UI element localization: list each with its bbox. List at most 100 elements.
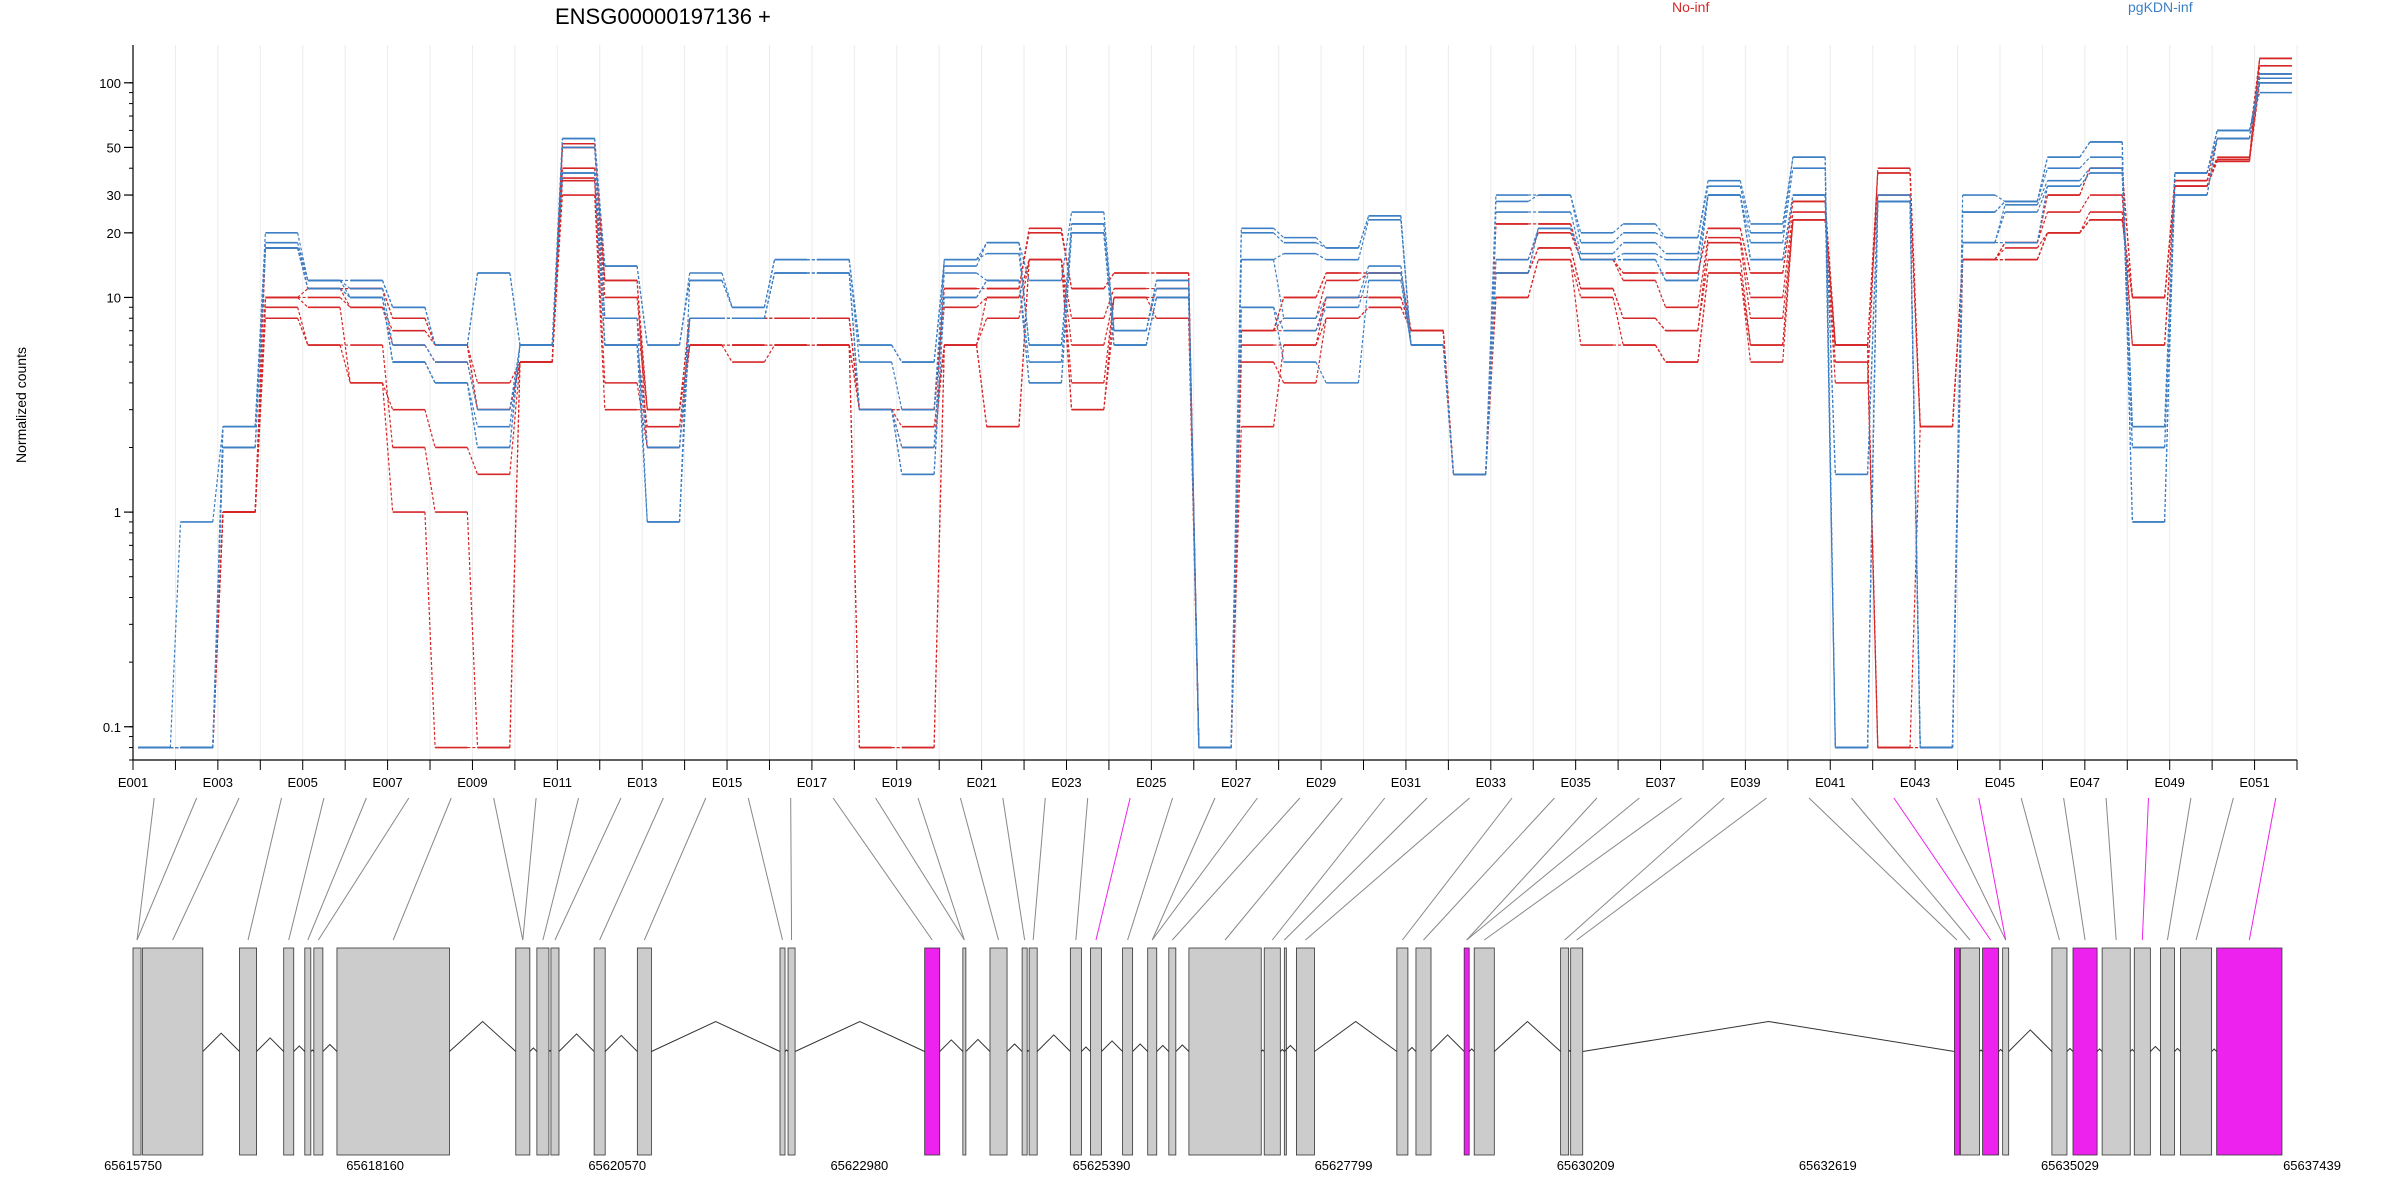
intron-line xyxy=(1582,1020,1955,1052)
series-connector xyxy=(2036,232,2049,249)
series-3 xyxy=(138,73,2292,749)
series-connector xyxy=(169,521,182,748)
exon-connector xyxy=(288,797,325,941)
series-connector xyxy=(933,259,945,410)
exon-connector xyxy=(1151,797,1216,941)
series-connector xyxy=(594,180,606,383)
exon-connector xyxy=(1171,797,1301,941)
series-connector xyxy=(2079,194,2091,213)
exon-block xyxy=(536,947,550,1156)
intron-line xyxy=(2129,1048,2135,1052)
series-connector xyxy=(1400,280,1412,346)
x-tick-label: E041 xyxy=(1815,775,1845,790)
series-connector xyxy=(1103,318,1115,410)
exon-block xyxy=(1570,947,1584,1156)
series-connector xyxy=(1994,194,2006,202)
y-axis-label: Normalized counts xyxy=(13,347,29,463)
series-connector xyxy=(1315,307,1327,331)
series-connector xyxy=(1357,272,1370,308)
series-connector xyxy=(1188,297,1200,748)
series-connector xyxy=(1866,201,1879,748)
series-connector xyxy=(891,409,903,448)
series-connector xyxy=(381,288,394,319)
series-connector xyxy=(1866,168,1879,383)
series-12 xyxy=(138,73,2292,749)
series-connector xyxy=(594,143,606,281)
series-connector xyxy=(2079,167,2091,182)
series-connector xyxy=(1866,345,1879,748)
series-connector xyxy=(1527,228,1539,274)
series-connector xyxy=(763,344,776,363)
series-connector xyxy=(1909,172,1921,427)
series-connector xyxy=(1782,219,1794,363)
series-connector xyxy=(1103,297,1115,410)
exon-block xyxy=(1021,947,1028,1156)
exon-connector xyxy=(1305,797,1470,941)
exon-block xyxy=(2180,947,2213,1156)
series-connector xyxy=(2121,172,2133,448)
exon-block xyxy=(1960,947,1980,1156)
exon-connector xyxy=(1002,797,1026,941)
series-connector xyxy=(976,280,988,298)
exon-block xyxy=(2159,947,2175,1156)
exon-connector xyxy=(959,797,999,941)
series-connector xyxy=(594,138,606,267)
series-connector xyxy=(1357,219,1370,260)
series-connector xyxy=(1272,297,1285,331)
exon-connector xyxy=(1851,797,1971,941)
series-connector xyxy=(1315,272,1327,298)
series-connector xyxy=(1654,344,1667,363)
exon-connector xyxy=(542,797,580,941)
series-connector xyxy=(1612,259,1624,281)
series-connector xyxy=(2036,194,2049,243)
series-connector xyxy=(1358,272,1369,281)
exon-block xyxy=(304,947,312,1156)
intron-line xyxy=(1175,1044,1190,1052)
series-connector xyxy=(1654,223,1667,238)
series-connector xyxy=(1612,259,1624,274)
exon-connector xyxy=(1075,797,1089,941)
series-connector xyxy=(2206,138,2218,196)
series-11 xyxy=(138,77,2292,749)
exon-block xyxy=(1263,947,1281,1156)
legend-no-inf: No-inf xyxy=(1672,0,1709,15)
series-connector xyxy=(1697,186,1709,238)
intron-line xyxy=(2096,1048,2103,1052)
exon-block xyxy=(2002,947,2010,1156)
series-connector xyxy=(381,288,394,346)
x-tick-label: E039 xyxy=(1730,775,1760,790)
intron-line xyxy=(1468,1048,1475,1052)
series-connector xyxy=(976,242,988,260)
exon-connector xyxy=(1127,797,1174,941)
x-tick-label: E025 xyxy=(1136,775,1166,790)
series-connector xyxy=(1273,317,1285,332)
x-tick-label: E001 xyxy=(118,775,148,790)
exon-connector xyxy=(2141,797,2149,941)
series-1 xyxy=(138,81,2292,749)
intron-line xyxy=(1260,1049,1265,1052)
series-connector xyxy=(1060,232,1073,383)
series-connector xyxy=(1994,211,2006,243)
y-tick-label: 10 xyxy=(107,290,121,305)
exon-block xyxy=(1028,947,1038,1156)
series-connector xyxy=(721,272,733,308)
intron-line xyxy=(529,1047,538,1052)
exon-connector xyxy=(136,797,155,941)
series-connector xyxy=(1739,228,1752,274)
series-connector xyxy=(2036,168,2049,202)
series-connector xyxy=(636,266,648,346)
series-connector xyxy=(1612,232,1624,244)
series-4 xyxy=(138,65,2292,749)
series-connector xyxy=(1824,195,1836,475)
exon-connectors xyxy=(136,797,2277,941)
series-connector xyxy=(424,307,436,346)
series-connector xyxy=(466,382,479,448)
exon-connector xyxy=(1978,797,2007,941)
exon-connector xyxy=(2063,797,2086,941)
series-connector xyxy=(212,447,224,748)
series-2 xyxy=(138,77,2292,749)
series-connector xyxy=(933,344,945,427)
y-tick-label: 30 xyxy=(107,188,121,203)
series-connector xyxy=(763,272,776,319)
series-connector xyxy=(2164,195,2176,448)
